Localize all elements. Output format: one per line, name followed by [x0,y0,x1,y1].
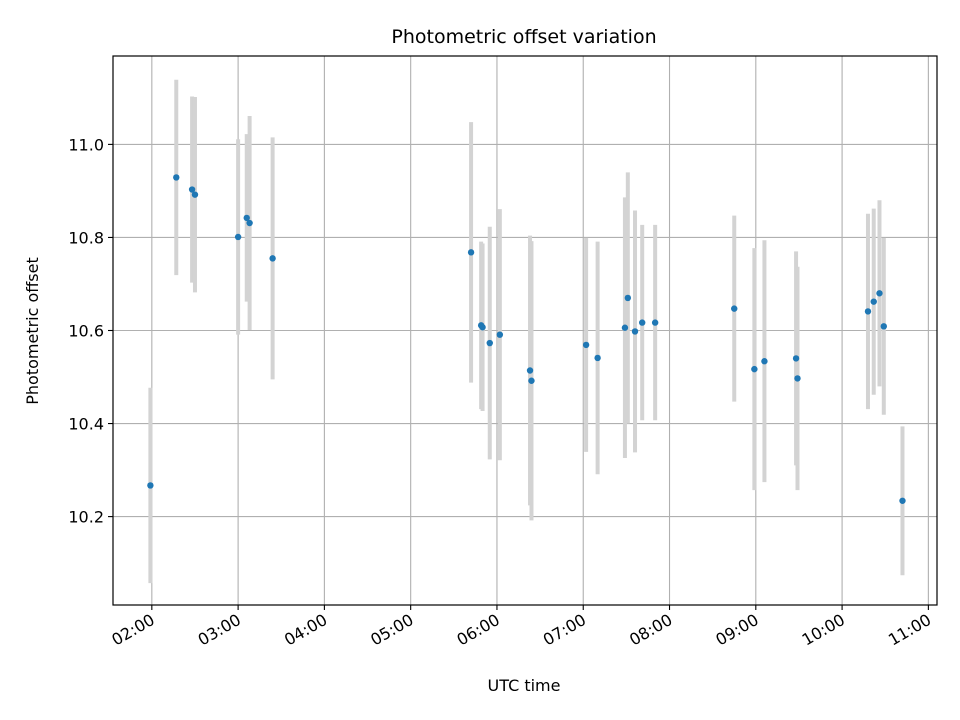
data-point [621,324,629,331]
data-point [594,354,601,362]
y-tick-label: 10.4 [68,415,104,434]
data-point [876,290,883,297]
data-point [246,219,253,227]
data-point [188,186,196,193]
data-point [624,294,632,302]
data-point [639,319,646,326]
y-tick-label: 11.0 [68,135,104,154]
data-point [269,255,276,262]
data-point [792,355,800,362]
data-point [243,214,250,222]
data-point [486,339,493,347]
y-tick-label: 10.8 [68,228,104,247]
data-point [173,174,180,181]
chart-title: Photometric offset variation [391,26,656,48]
data-point [147,482,154,489]
data-points [147,174,906,504]
data-point [631,328,639,335]
data-point [467,249,475,256]
data-point [234,233,242,241]
data-point [864,308,872,315]
data-point [526,367,534,374]
x-axis-label: UTC time [488,676,561,695]
y-tick-label: 10.6 [68,322,104,341]
data-point [191,191,199,198]
data-point [899,497,906,504]
data-point [731,305,738,312]
data-point [528,377,535,384]
data-point [870,298,877,305]
data-point [751,365,758,373]
y-tick-label: 10.2 [68,508,104,527]
data-point [651,319,659,326]
grid [113,56,937,605]
data-point [794,375,801,382]
data-point [582,341,590,349]
y-axis-label: Photometric offset [23,257,42,405]
data-point [880,323,887,330]
data-point [496,331,504,338]
data-point [479,324,486,331]
data-point [761,358,768,365]
